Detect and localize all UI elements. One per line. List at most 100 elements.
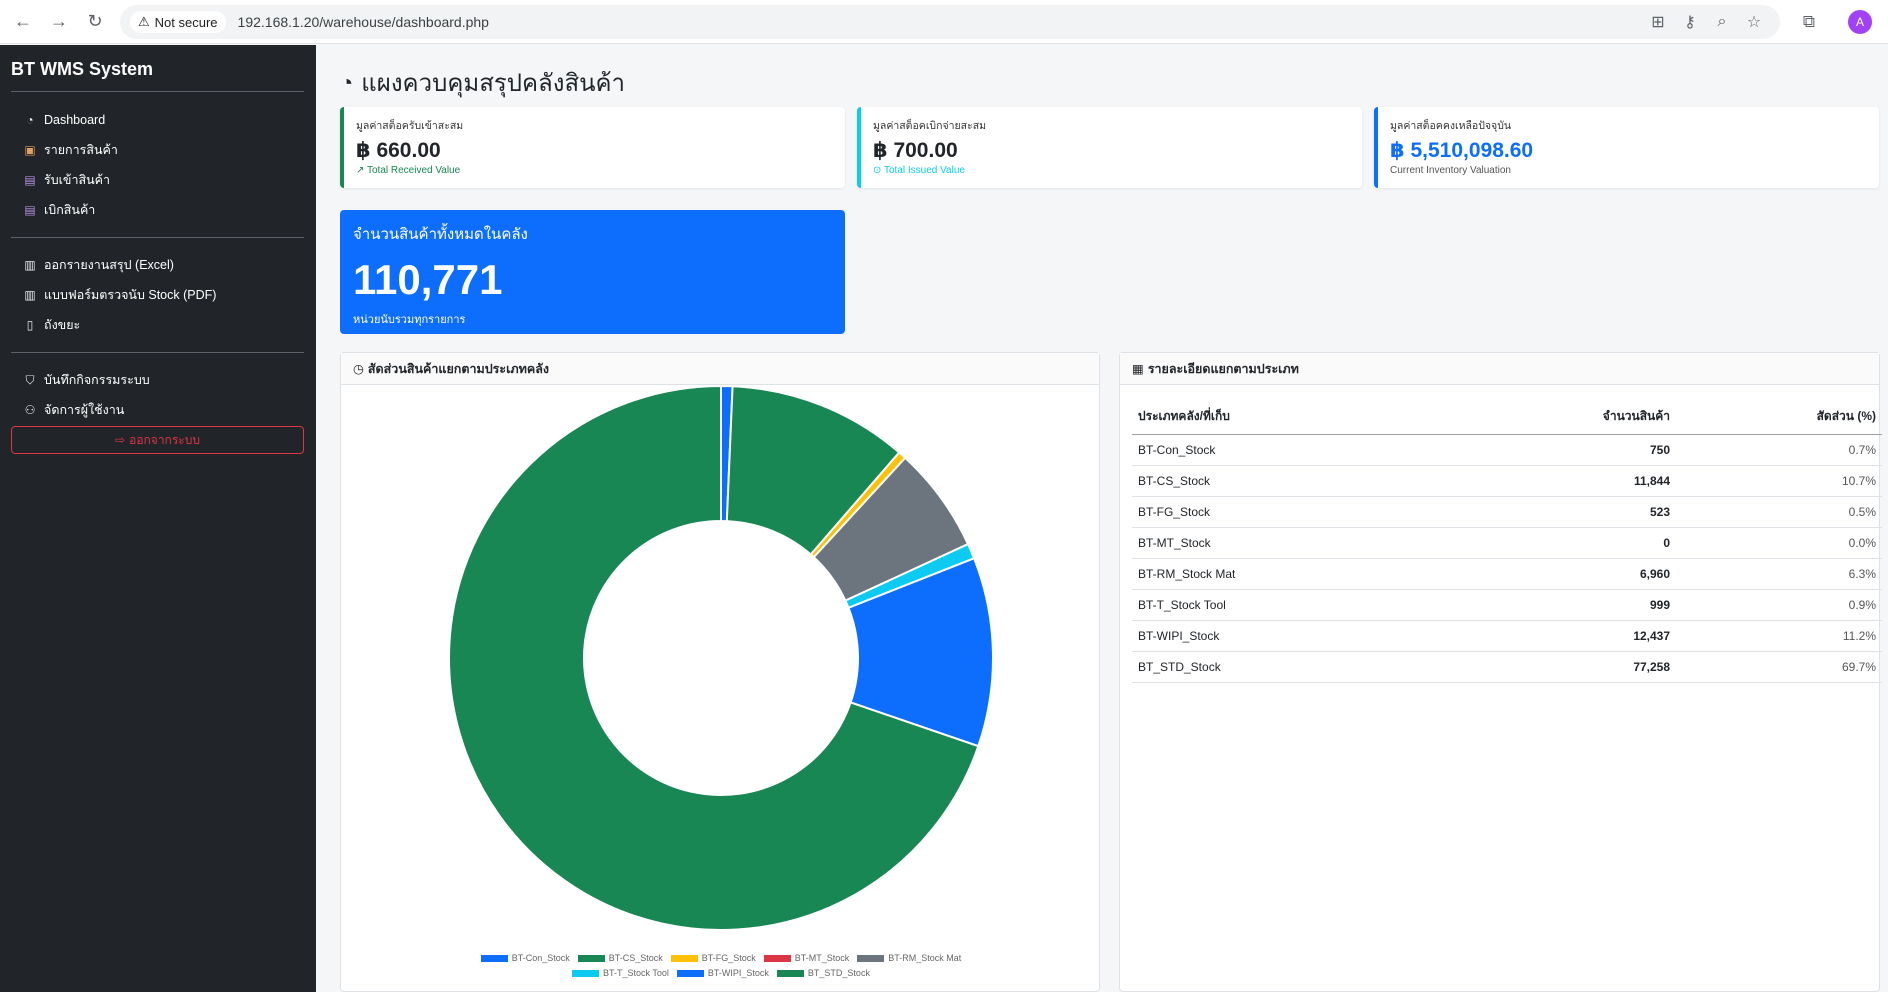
legend-item[interactable]: BT_STD_Stock	[776, 968, 870, 978]
quantity-cell: 999	[1447, 589, 1677, 621]
bookmark-star-icon[interactable]: ☆	[1746, 14, 1762, 31]
legend-label: BT-Con_Stock	[511, 953, 570, 963]
brand-title: BT WMS System	[11, 59, 154, 79]
table-panel-title: รายละเอียดแยกตามประเภท	[1147, 361, 1299, 376]
legend-item[interactable]: BT-MT_Stock	[763, 953, 849, 963]
category-cell: BT-MT_Stock	[1132, 527, 1448, 559]
legend-item[interactable]: BT-FG_Stock	[670, 953, 756, 963]
legend-item[interactable]: BT-T_Stock Tool	[572, 968, 669, 978]
category-cell: BT_STD_Stock	[1132, 651, 1448, 683]
category-cell: BT-WIPI_Stock	[1132, 620, 1448, 652]
category-cell: BT-CS_Stock	[1132, 465, 1448, 497]
back-icon[interactable]: ←	[14, 11, 32, 31]
url-text[interactable]: 192.168.1.20/warehouse/dashboard.php	[237, 14, 489, 30]
total-subtitle: หน่วยนับรวมทุกรายการ	[353, 314, 466, 326]
trash-icon: ▯	[26, 318, 34, 332]
legend-label: BT-CS_Stock	[608, 953, 663, 963]
translate-icon[interactable]: ⊞	[1651, 14, 1665, 31]
legend-swatch	[670, 954, 698, 962]
sidebar-item-issue[interactable]: ▤ เบิกสินค้า	[22, 198, 95, 222]
address-bar[interactable]: ⚠ Not secure 192.168.1.20/warehouse/dash…	[120, 5, 1780, 39]
legend-item[interactable]: BT-RM_Stock Mat	[857, 953, 961, 963]
chart-panel: ◷ สัดส่วนสินค้าแยกตามประเภทคลัง BT-Con_S…	[340, 352, 1100, 992]
gauge-icon: ◔	[26, 113, 34, 127]
sidebar-divider	[11, 237, 304, 238]
sidebar-item-label: บันทึกกิจกรรมระบบ	[44, 373, 150, 387]
stat-value: ฿ 5,510,098.60	[1390, 139, 1534, 162]
chart-panel-header: ◷ สัดส่วนสินค้าแยกตามประเภทคลัง	[341, 353, 1099, 385]
stat-value: ฿ 700.00	[873, 139, 958, 162]
sidebar-item-label: แบบฟอร์มตรวจนับ Stock (PDF)	[44, 288, 217, 302]
doughnut-chart	[448, 386, 994, 931]
sidebar-item-trash[interactable]: ▯ ถังขยะ	[22, 313, 81, 337]
box-out-icon: ▤	[24, 203, 36, 217]
legend-swatch	[480, 954, 508, 962]
sidebar-item-label: จัดการผู้ใช้งาน	[44, 403, 125, 417]
table-row: BT-RM_Stock Mat 6,960 6.3%	[1132, 558, 1882, 590]
password-key-icon[interactable]: ⚷	[1684, 14, 1696, 31]
legend-swatch	[763, 954, 791, 962]
sidebar-item-activity-log[interactable]: ⛉ บันทึกกิจกรรมระบบ	[22, 368, 150, 392]
sidebar-item-excel-report[interactable]: ▥ ออกรายงานสรุป (Excel)	[22, 253, 174, 277]
legend-swatch	[857, 954, 885, 962]
total-value: 110,771	[353, 256, 503, 303]
quantity-cell: 77,258	[1447, 651, 1677, 683]
logout-label: ออกจากระบบ	[129, 432, 200, 447]
security-chip[interactable]: ⚠ Not secure	[130, 11, 226, 33]
sidebar-item-pdf-form[interactable]: ▥ แบบฟอร์มตรวจนับ Stock (PDF)	[22, 283, 216, 307]
legend-swatch	[676, 969, 704, 977]
forward-icon[interactable]: →	[50, 11, 68, 31]
sidebar-item-users[interactable]: ⚇ จัดการผู้ใช้งาน	[22, 398, 125, 422]
table-row: BT-T_Stock Tool 999 0.9%	[1132, 589, 1882, 621]
table-panel: ▦ รายละเอียดแยกตามประเภท ประเภทคลัง/ที่เ…	[1119, 352, 1882, 992]
pdf-file-icon: ▥	[24, 288, 36, 302]
stat-card-issued: มูลค่าสต็อคเบิกจ่ายสะสม ฿ 700.00 ⊙ Total…	[857, 107, 1362, 188]
stat-subtitle: ⊙ Total Issued Value	[873, 165, 965, 176]
percent-cell: 0.7%	[1676, 434, 1882, 466]
extensions-icon[interactable]: ⧉	[1802, 12, 1816, 31]
zoom-icon[interactable]: ⌕	[1717, 13, 1727, 30]
profile-avatar[interactable]: A	[1848, 10, 1872, 34]
sidebar-item-products[interactable]: ▣ รายการสินค้า	[22, 138, 118, 162]
stat-label: มูลค่าสต็อคคงเหลือปัจจุบัน	[1390, 120, 1512, 132]
stat-subtitle: ↗ Total Received Value	[356, 165, 461, 176]
percent-cell: 69.7%	[1676, 651, 1882, 683]
table-row: BT-MT_Stock 0 0.0%	[1132, 527, 1882, 559]
legend-label: BT-WIPI_Stock	[707, 968, 769, 978]
table-row: BT-Con_Stock 750 0.7%	[1132, 434, 1882, 466]
column-header: จำนวนสินค้า	[1447, 399, 1677, 435]
legend-item[interactable]: BT-CS_Stock	[577, 953, 663, 963]
sidebar-item-label: ออกรายงานสรุป (Excel)	[44, 258, 174, 272]
sidebar-item-label: รับเข้าสินค้า	[44, 173, 111, 187]
quantity-cell: 750	[1447, 434, 1677, 466]
excel-file-icon: ▥	[24, 258, 36, 272]
quantity-cell: 11,844	[1447, 465, 1677, 497]
category-cell: BT-T_Stock Tool	[1132, 589, 1448, 621]
reload-icon[interactable]: ↻	[87, 11, 103, 31]
legend-row: BT-Con_Stock BT-CS_Stock BT-FG_Stock BT-MT_…	[341, 953, 1101, 963]
sidebar-item-label: ถังขยะ	[44, 318, 81, 332]
logout-button[interactable]: ⇨ ออกจากระบบ	[11, 426, 304, 454]
sidebar-item-dashboard[interactable]: ◔ Dashboard	[22, 108, 105, 132]
sidebar-item-label: Dashboard	[44, 113, 106, 127]
quantity-cell: 12,437	[1447, 620, 1677, 652]
legend-item[interactable]: BT-WIPI_Stock	[676, 968, 769, 978]
stat-card-inventory: มูลค่าสต็อคคงเหลือปัจจุบัน ฿ 5,510,098.6…	[1374, 107, 1879, 188]
legend-label: BT-T_Stock Tool	[603, 968, 669, 978]
logout-icon: ⇨	[115, 433, 126, 447]
main-content: ◔ แผงควบคุมสรุปคลังสินค้า มูลค่าสต็อครับ…	[316, 45, 1888, 992]
security-label: Not secure	[154, 14, 218, 30]
column-header: สัดส่วน (%)	[1676, 399, 1882, 435]
category-cell: BT-RM_Stock Mat	[1132, 558, 1448, 590]
donut-slice-bt-std-stock[interactable]	[448, 386, 980, 931]
sidebar-item-receive[interactable]: ▤ รับเข้าสินค้า	[22, 168, 110, 192]
quantity-cell: 6,960	[1447, 558, 1677, 590]
table-row: BT-FG_Stock 523 0.5%	[1132, 496, 1882, 528]
table-icon: ▦	[1132, 362, 1144, 376]
legend-label: BT_STD_Stock	[807, 968, 870, 978]
percent-cell: 6.3%	[1676, 558, 1882, 590]
legend-item[interactable]: BT-Con_Stock	[480, 953, 570, 963]
stat-value: ฿ 660.00	[356, 139, 441, 162]
sidebar-item-label: เบิกสินค้า	[44, 203, 96, 217]
legend-swatch	[776, 969, 804, 977]
